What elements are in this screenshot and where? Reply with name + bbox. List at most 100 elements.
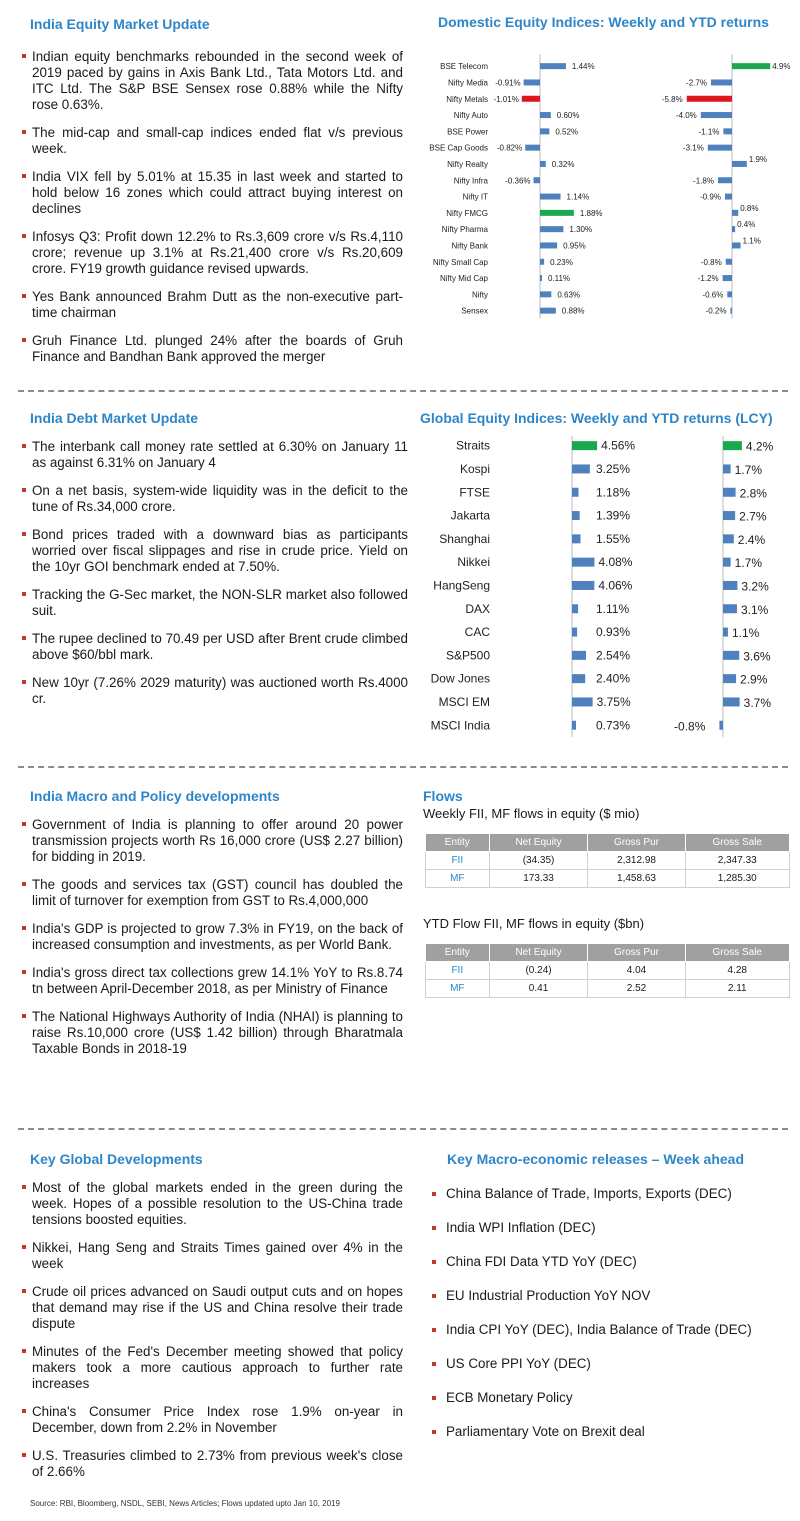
list-item: Crude oil prices advanced on Saudi outpu…: [20, 1284, 403, 1332]
category-label: CAC: [465, 625, 491, 639]
bullet-text: Yes Bank announced Brahm Dutt as the non…: [32, 289, 403, 320]
ytd-value-label: 2.7%: [739, 510, 767, 524]
ytd-value-label: -1.8%: [693, 176, 714, 185]
bullet-text: Indian equity benchmarks rebounded in th…: [32, 49, 403, 112]
category-label: Nifty Bank: [452, 241, 489, 250]
entity-cell: FII: [425, 961, 490, 980]
value-cell: 1,458.63: [587, 869, 686, 888]
bullet-text: Nikkei, Hang Seng and Straits Times gain…: [32, 1240, 403, 1271]
list-item: China FDI Data YTD YoY (DEC): [430, 1252, 770, 1272]
ytd-bar: [723, 674, 737, 684]
source-note: Source: RBI, Bloomberg, NSDL, SEBI, News…: [30, 1499, 340, 1508]
debt-bullets: The interbank call money rate settled at…: [20, 439, 408, 719]
bullet-marker: [22, 1453, 26, 1457]
section-divider: [18, 1128, 788, 1130]
bullet-marker: [22, 1245, 26, 1249]
list-item: Gruh Finance Ltd. plunged 24% after the …: [20, 333, 403, 365]
ytd-value-label: -1.2%: [698, 274, 719, 283]
weekly-bar: [540, 209, 574, 216]
ytd-value-label: 4.2%: [746, 440, 774, 454]
weekly-bar: [540, 128, 550, 135]
value-cell: 2,347.33: [684, 851, 790, 870]
bullet-text: U.S. Treasuries climbed to 2.73% from pr…: [32, 1448, 403, 1479]
bullet-text: China Balance of Trade, Imports, Exports…: [446, 1186, 732, 1201]
weekly-bar: [540, 242, 558, 249]
table-row: FII (34.35) 2,312.98 2,347.33: [425, 851, 790, 870]
section-divider: [18, 390, 788, 392]
bullet-text: India CPI YoY (DEC), India Balance of Tr…: [446, 1322, 752, 1337]
value-cell: 173.33: [488, 869, 589, 888]
ytd-value-label: 0.8%: [740, 204, 758, 213]
bullet-text: The mid-cap and small-cap indices ended …: [32, 125, 403, 156]
weekly-bar: [540, 112, 551, 119]
bullet-text: US Core PPI YoY (DEC): [446, 1356, 591, 1371]
list-item: Tracking the G-Sec market, the NON-SLR m…: [20, 587, 408, 619]
ytd-bar: [723, 128, 732, 135]
weekly-value-label: 1.30%: [569, 225, 592, 234]
ytd-value-label: -0.6%: [702, 290, 723, 299]
bullet-text: On a net basis, system-wide liquidity wa…: [32, 483, 408, 514]
global-dev-title: Key Global Developments: [30, 1151, 203, 1167]
list-item: Yes Bank announced Brahm Dutt as the non…: [20, 289, 403, 321]
weekly-value-label: 2.40%: [596, 672, 630, 686]
category-label: Nifty Infra: [454, 176, 489, 185]
value-cell: 2,312.98: [587, 851, 686, 870]
bullet-marker: [22, 926, 26, 930]
weekly-bar: [572, 511, 580, 521]
value-cell: (0.24): [488, 961, 589, 980]
weekly-bar: [540, 160, 546, 167]
weekly-value-label: 0.88%: [562, 307, 585, 316]
table-row: MF 173.33 1,458.63 1,285.30: [425, 869, 790, 888]
category-label: Nifty Pharma: [442, 225, 489, 234]
weekly-value-label: 1.55%: [596, 532, 630, 546]
list-item: Government of India is planning to offer…: [20, 817, 403, 865]
ytd-value-label: 3.1%: [741, 603, 769, 617]
ytd-bar: [700, 112, 732, 119]
list-item: India WPI Inflation (DEC): [430, 1218, 770, 1238]
bullet-text: Government of India is planning to offer…: [32, 817, 403, 864]
global-dev-bullets: Most of the global markets ended in the …: [20, 1180, 403, 1492]
weekly-value-label: 1.18%: [596, 485, 630, 499]
ytd-bar: [732, 160, 747, 167]
list-item: Indian equity benchmarks rebounded in th…: [20, 49, 403, 113]
column-header: Gross Sale: [684, 833, 790, 852]
ytd-bar: [717, 177, 732, 184]
weekly-value-label: 0.32%: [552, 160, 575, 169]
week-ahead-title: Key Macro-economic releases – Week ahead: [447, 1151, 745, 1167]
bullet-marker: [22, 234, 26, 238]
bullet-text: China's Consumer Price Index rose 1.9% o…: [32, 1404, 403, 1435]
weekly-bar: [540, 226, 564, 233]
bullet-text: New 10yr (7.26% 2029 maturity) was aucti…: [32, 675, 408, 706]
ytd-bar: [723, 557, 731, 567]
ytd-value-label: 1.1%: [743, 236, 761, 245]
bullet-text: The goods and services tax (GST) council…: [32, 877, 403, 908]
category-label: BSE Cap Goods: [429, 144, 488, 153]
ytd-bar: [727, 291, 732, 298]
value-cell: 4.28: [684, 961, 790, 980]
list-item: Most of the global markets ended in the …: [20, 1180, 403, 1228]
bullet-text: Gruh Finance Ltd. plunged 24% after the …: [32, 333, 403, 364]
weekly-bar: [572, 441, 598, 451]
ytd-value-label: -3.1%: [683, 144, 704, 153]
ytd-flows-table: Entity Net Equity Gross Pur Gross Sale FII (0…: [425, 943, 790, 998]
column-header: Gross Pur: [587, 943, 686, 962]
weekly-bar: [540, 275, 542, 282]
ytd-bar: [723, 441, 742, 451]
category-label: BSE Power: [447, 127, 488, 136]
bullet-marker: [22, 1409, 26, 1413]
weekly-bar: [525, 144, 540, 151]
macro-bullets: Government of India is planning to offer…: [20, 817, 403, 1069]
bullet-text: India's gross direct tax collections gre…: [32, 965, 403, 996]
ytd-value-label: -4.0%: [676, 111, 697, 120]
bullet-text: Tracking the G-Sec market, the NON-SLR m…: [32, 587, 408, 618]
ytd-bar: [723, 580, 738, 590]
bullet-marker: [22, 338, 26, 342]
list-item: The interbank call money rate settled at…: [20, 439, 408, 471]
bullet-marker: [432, 1192, 436, 1196]
weekly-value-label: 0.73%: [596, 718, 630, 732]
category-label: FTSE: [459, 485, 490, 499]
weekly-bar: [540, 291, 552, 298]
ytd-value-label: -0.8%: [701, 258, 722, 267]
bullet-marker: [22, 822, 26, 826]
list-item: China's Consumer Price Index rose 1.9% o…: [20, 1404, 403, 1436]
